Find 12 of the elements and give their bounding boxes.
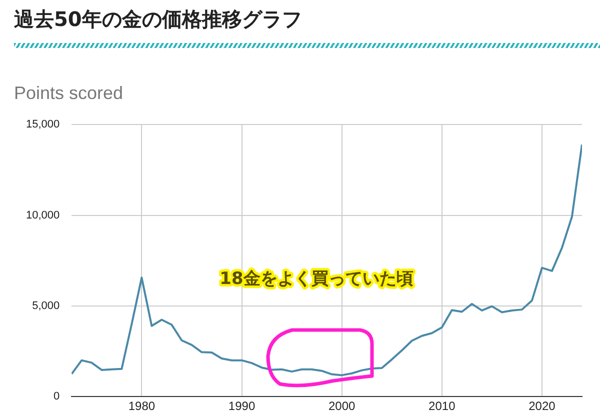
x-tick-label: 1980: [128, 399, 156, 414]
x-tick-label: 2000: [328, 399, 356, 414]
chart-subtitle: Points scored: [14, 82, 124, 103]
y-tick-label: 10,000: [26, 209, 60, 222]
y-tick-label: 15,000: [26, 118, 60, 131]
chart-title: 過去50年の金の価格推移グラフ: [14, 6, 302, 33]
x-tick-label: 2020: [528, 399, 556, 414]
y-tick-label: 0: [54, 390, 60, 403]
x-tick-label: 2010: [428, 399, 456, 414]
annotation: 18金をよく買っていた頃: [220, 269, 414, 290]
y-tick-label: 5,000: [32, 300, 60, 312]
x-tick-label: 1990: [228, 399, 256, 414]
